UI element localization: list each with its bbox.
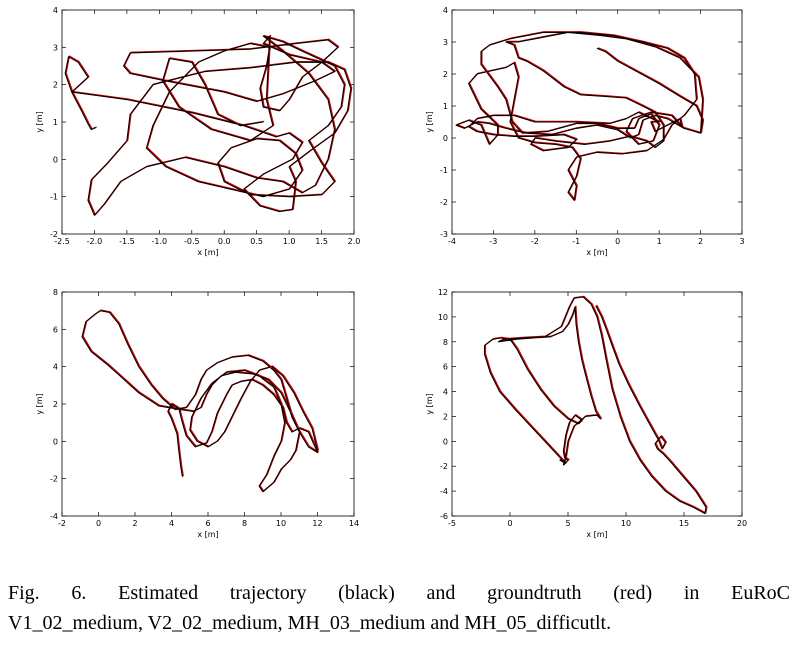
estimated-trajectory [64,35,352,216]
y-tick-label: 3 [443,38,448,47]
x-axis-label: x [m] [586,530,607,539]
x-tick-label: 12 [312,519,322,528]
x-tick-label: 20 [737,519,747,528]
figure-caption: Fig. 6. Estimated trajectory (black) and… [8,578,790,638]
y-tick-label: 2 [53,81,58,90]
y-tick-label: 4 [443,388,448,397]
estimated-trajectory [81,310,319,493]
x-axis-label: x [m] [197,530,218,539]
x-tick-label: -1 [572,237,580,246]
trajectory-plot-4: -5 0 5 10 15 20 -6 -4 -2 0 2 4 6 8 10 12 x [m] y [m] [425,288,747,539]
y-tick-label: 12 [438,288,448,297]
plot-frame [61,291,355,517]
y-axis-label: y [m] [425,393,434,414]
y-tick-label: 1 [443,102,448,111]
caption-line-1: Estimated trajectory (black) and groundt… [118,582,790,604]
x-tick-label: 15 [679,519,689,528]
x-tick-label: 8 [242,519,247,528]
estimated-trajectory [483,296,707,515]
y-tick-label: -4 [440,487,448,496]
x-tick-label: -2.5 [54,237,70,246]
caption-label: Fig. 6. [8,582,87,604]
x-tick-label: 1.5 [315,237,328,246]
y-tick-label: 0 [443,134,448,143]
y-axis-label: y [m] [35,111,44,132]
y-tick-label: 6 [443,363,448,372]
y-tick-label: 3 [53,43,58,52]
y-tick-label: -2 [50,475,58,484]
x-tick-label: -1.0 [152,237,168,246]
x-tick-label: 1 [657,237,662,246]
y-axis-label: y [m] [35,393,44,414]
x-tick-label: 0 [615,237,620,246]
x-tick-label: -2.0 [87,237,103,246]
x-tick-label: 1.0 [283,237,296,246]
y-tick-label: 0 [443,437,448,446]
x-tick-label: 2 [132,519,137,528]
x-axis-label: x [m] [197,248,218,257]
x-tick-label: -1.5 [119,237,135,246]
y-tick-label: 10 [438,313,448,322]
y-tick-label: -2 [440,462,448,471]
caption-line-2: V1_02_medium, V2_02_medium, MH_03_medium… [8,612,612,634]
x-axis-label: x [m] [586,248,607,257]
y-tick-label: -1 [440,166,448,175]
x-tick-label: 0 [96,519,101,528]
y-tick-label: -4 [50,512,58,521]
x-tick-label: 2 [698,237,703,246]
x-tick-label: 5 [565,519,570,528]
y-axis-label: y [m] [425,111,434,132]
plot-frame [451,291,743,517]
x-tick-label: 0.0 [218,237,231,246]
y-tick-label: 1 [53,118,58,127]
x-tick-label: -2 [531,237,539,246]
estimated-trajectory [455,31,704,201]
y-tick-label: 0 [53,155,58,164]
y-tick-label: 2 [443,412,448,421]
x-tick-label: -2 [58,519,66,528]
y-tick-label: 4 [53,363,58,372]
figure-grid: -2.5 -2.0 -1.5 -1.0 -0.5 0.0 0.5 1.0 1.5 2.0 -2 -1 0… [35,6,747,539]
x-tick-label: -4 [448,237,456,246]
y-tick-label: -2 [440,198,448,207]
x-tick-label: -0.5 [184,237,200,246]
y-tick-label: 8 [53,288,58,297]
x-tick-label: 6 [205,519,210,528]
y-tick-label: -3 [440,230,448,239]
y-tick-label: 4 [443,6,448,15]
plot-frame [61,9,355,235]
x-tick-label: -5 [448,519,456,528]
y-tick-label: 6 [53,325,58,334]
x-tick-label: 10 [276,519,286,528]
y-tick-label: 8 [443,338,448,347]
y-tick-label: -6 [440,512,448,521]
x-tick-label: 14 [349,519,359,528]
x-tick-label: -3 [489,237,497,246]
x-tick-label: 0 [507,519,512,528]
x-tick-label: 0.5 [250,237,263,246]
groundtruth-trajectory [484,295,708,514]
trajectory-plot-1: -2.5 -2.0 -1.5 -1.0 -0.5 0.0 0.5 1.0 1.5 2.0 -2 -1 0… [35,6,360,257]
x-tick-label: 4 [169,519,174,528]
y-tick-label: 2 [443,70,448,79]
x-tick-label: 3 [739,237,744,246]
y-tick-label: 4 [53,6,58,15]
y-tick-label: -2 [50,230,58,239]
y-tick-label: -1 [50,193,58,202]
y-tick-label: 0 [53,437,58,446]
y-tick-label: 2 [53,400,58,409]
x-tick-label: 2.0 [348,237,361,246]
x-tick-label: 10 [621,519,631,528]
